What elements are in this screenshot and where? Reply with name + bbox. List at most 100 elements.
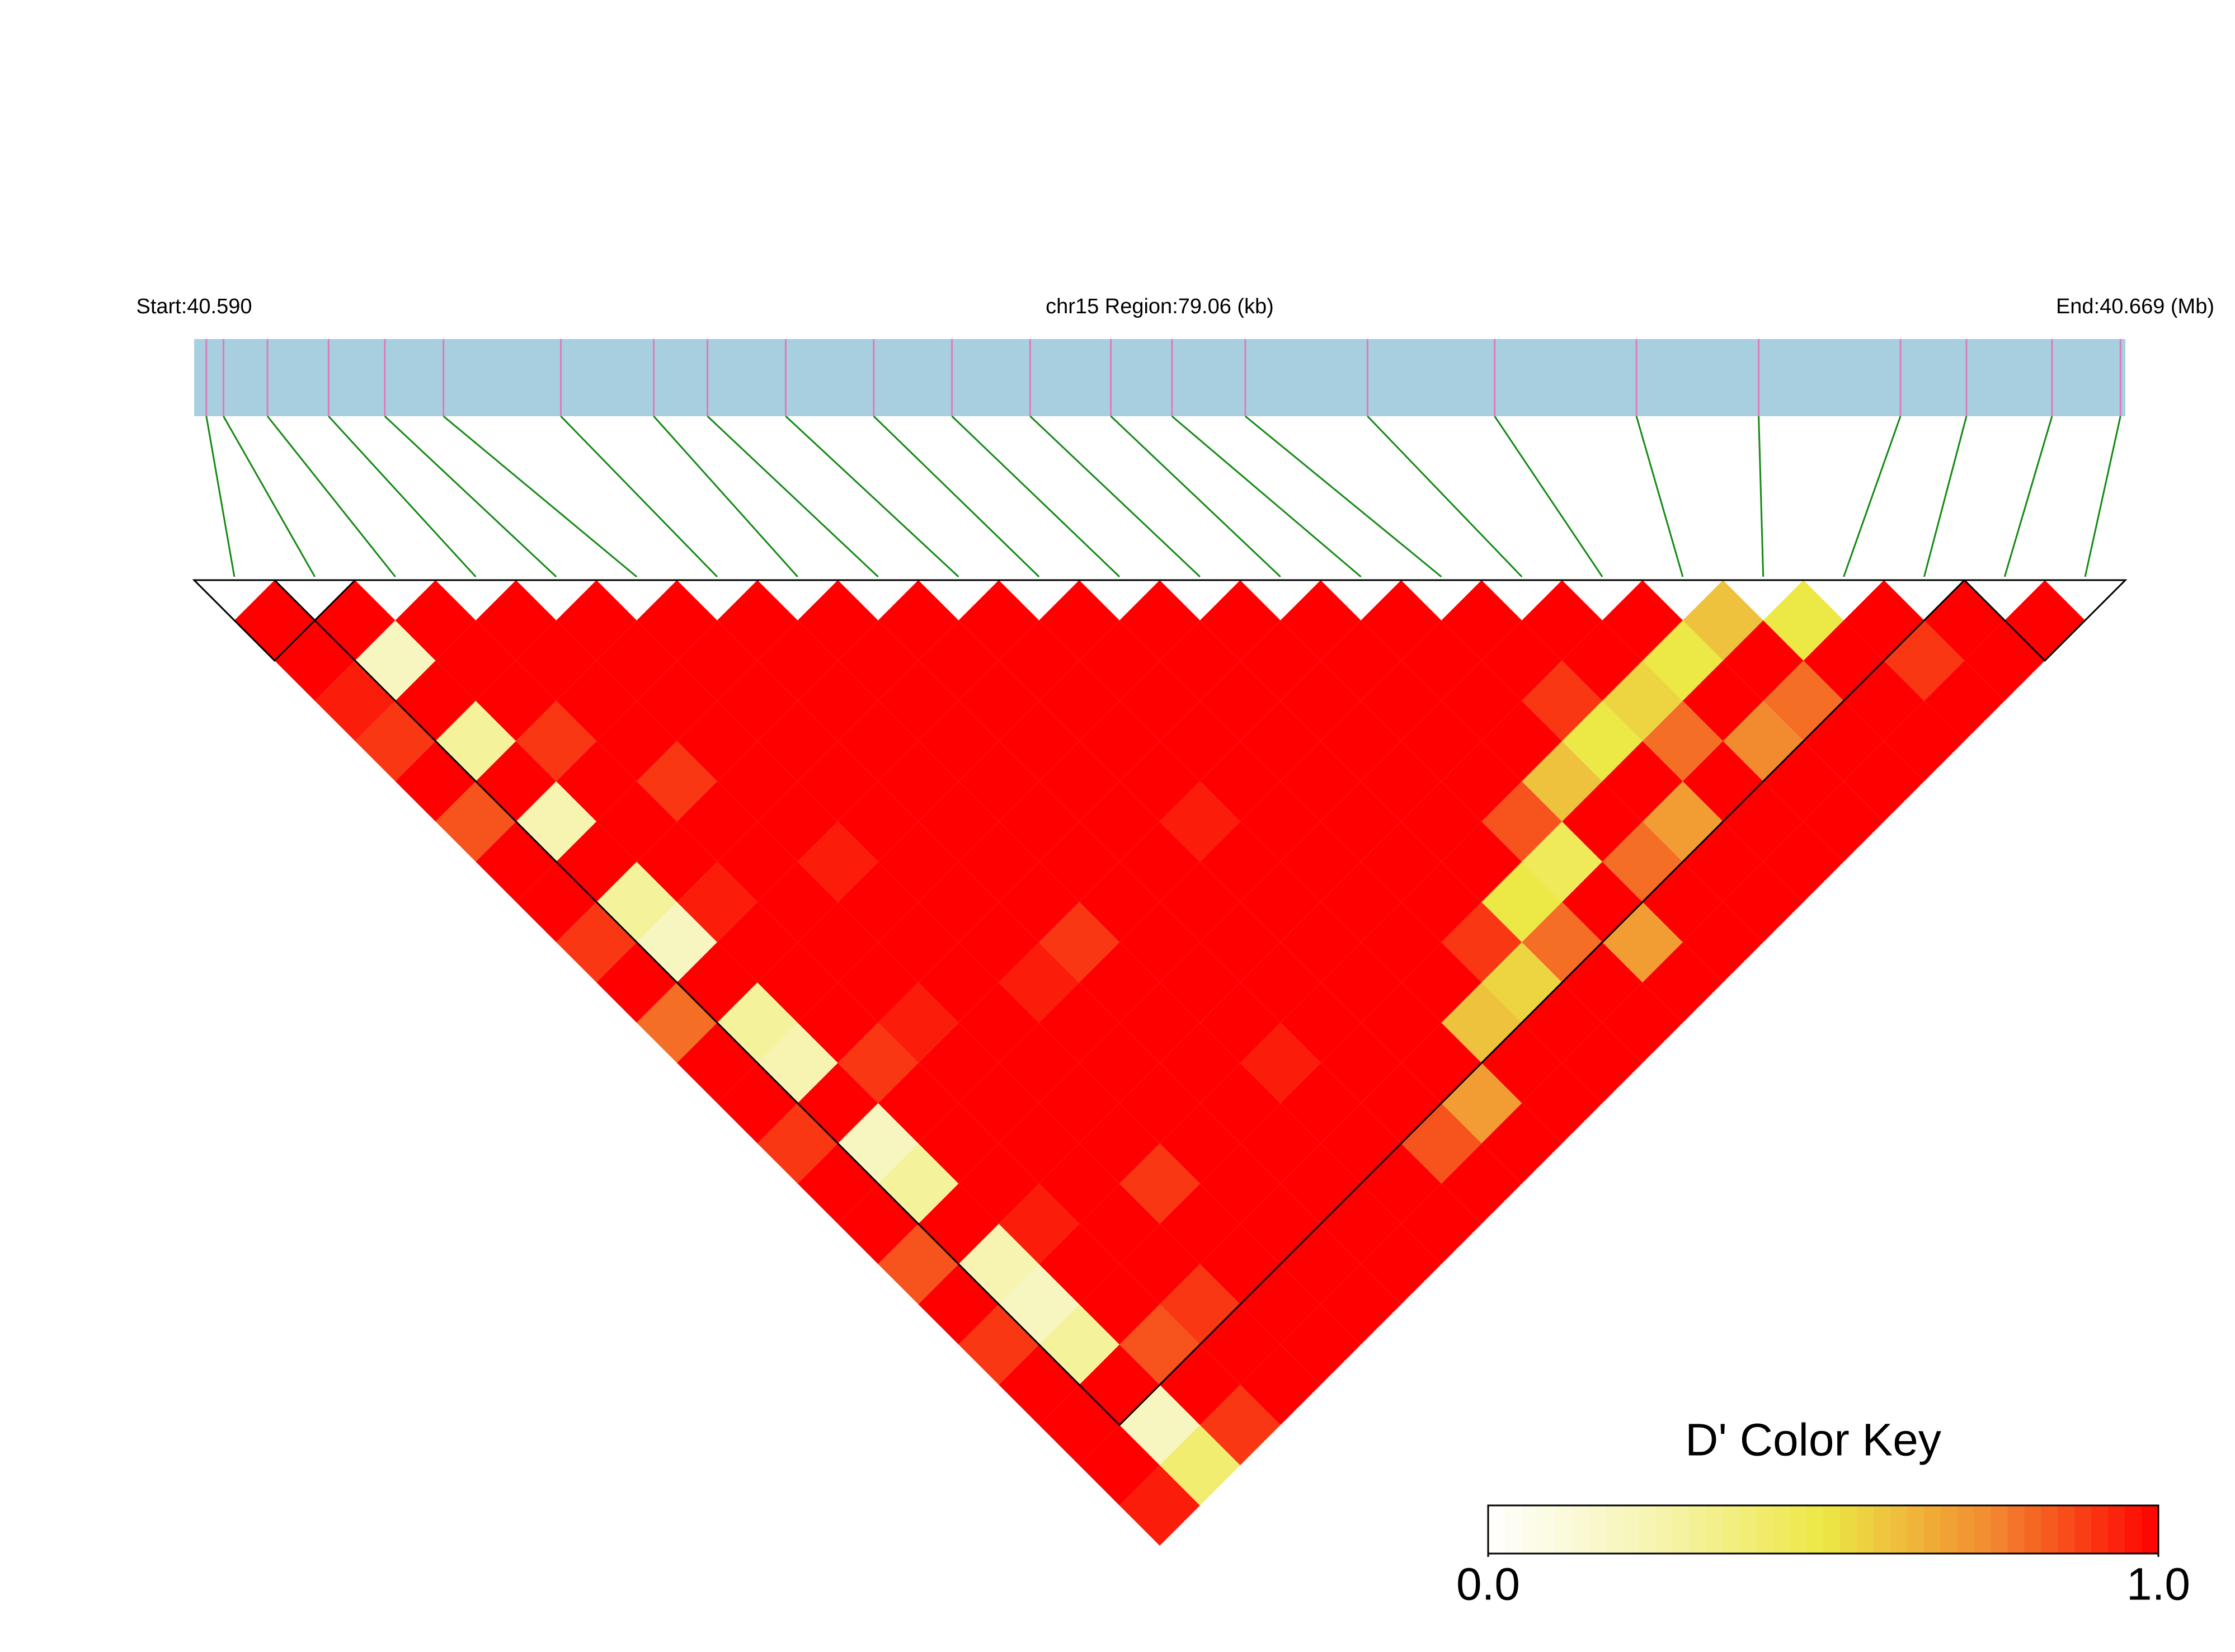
ld-cell bbox=[1079, 1344, 1160, 1425]
ld-cell bbox=[1401, 781, 1482, 862]
key-swatch bbox=[1639, 1505, 1657, 1554]
snp-link bbox=[873, 415, 1040, 578]
ld-cell bbox=[677, 781, 757, 862]
key-swatch bbox=[2091, 1505, 2109, 1554]
ld-cell bbox=[1562, 862, 1643, 943]
ld-cell bbox=[1119, 741, 1200, 822]
key-title: D' Color Key bbox=[1685, 1415, 1941, 1466]
key-swatch bbox=[2024, 1505, 2042, 1554]
snp-link bbox=[1758, 416, 1765, 577]
ld-cell bbox=[1441, 741, 1522, 822]
ld-cell bbox=[958, 1304, 1039, 1385]
snp-link bbox=[443, 415, 638, 578]
snp-link bbox=[1367, 415, 1523, 578]
ld-cell bbox=[717, 580, 798, 661]
ld-cell bbox=[1723, 781, 1804, 862]
ld-cell bbox=[1119, 660, 1200, 741]
ld-cell bbox=[1199, 741, 1281, 822]
ld-cell bbox=[1562, 1023, 1643, 1103]
ld-cell bbox=[1079, 1425, 1160, 1506]
ld-cell bbox=[1119, 580, 1200, 661]
ld-cell bbox=[717, 660, 798, 741]
snp-link bbox=[1171, 415, 1362, 578]
ld-cell bbox=[1723, 862, 1804, 943]
ld-cell bbox=[1119, 902, 1200, 983]
key-swatch bbox=[1538, 1505, 1556, 1554]
key-swatch bbox=[1655, 1505, 1673, 1554]
key-tick-label: 1.0 bbox=[2126, 1559, 2190, 1610]
key-swatch bbox=[1907, 1505, 1925, 1554]
snp-link bbox=[1843, 416, 1902, 577]
ld-cell bbox=[1441, 982, 1522, 1063]
ld-cell bbox=[1602, 902, 1683, 983]
ld-cell bbox=[1803, 781, 1884, 862]
ld-cell bbox=[1481, 781, 1563, 862]
ld-cell bbox=[717, 741, 798, 822]
ld-cell bbox=[999, 1264, 1080, 1345]
ld-cell bbox=[1401, 1183, 1482, 1264]
key-swatch bbox=[1923, 1505, 1941, 1554]
ld-cell bbox=[999, 942, 1080, 1023]
ld-cell bbox=[878, 902, 959, 983]
snp-link bbox=[1029, 415, 1201, 578]
ld-cell bbox=[1079, 1264, 1160, 1345]
ld-cell bbox=[1562, 700, 1643, 782]
ld-cell bbox=[1160, 1264, 1240, 1345]
ld-cell bbox=[1481, 1023, 1563, 1103]
key-swatch bbox=[2125, 1505, 2143, 1554]
key-swatch bbox=[1605, 1505, 1623, 1554]
key-swatch bbox=[1706, 1505, 1724, 1554]
ld-cell bbox=[918, 1023, 999, 1103]
key-swatch bbox=[1488, 1505, 1505, 1554]
snp-link bbox=[1110, 415, 1281, 578]
ld-cell bbox=[1079, 700, 1160, 782]
ld-cell bbox=[1240, 781, 1321, 862]
ld-cell bbox=[1039, 660, 1120, 741]
snp-link bbox=[205, 416, 236, 577]
ld-cell bbox=[958, 1223, 1039, 1305]
ld-cell bbox=[1602, 982, 1683, 1063]
key-swatch bbox=[1991, 1505, 2008, 1554]
ld-cell bbox=[1320, 781, 1401, 862]
ld-cell bbox=[637, 660, 717, 741]
ld-cell bbox=[1682, 902, 1763, 983]
ld-cell bbox=[1441, 902, 1522, 983]
ld-cell bbox=[1160, 1425, 1240, 1506]
ld-cell bbox=[918, 1264, 999, 1345]
ld-cell bbox=[1320, 1103, 1401, 1184]
ld-cell bbox=[1361, 1223, 1442, 1305]
ld-cell bbox=[1119, 1223, 1200, 1305]
snp-link bbox=[266, 416, 396, 577]
ld-cell bbox=[1562, 620, 1643, 701]
ld-cell bbox=[1602, 821, 1683, 902]
key-swatch bbox=[2142, 1505, 2159, 1554]
ld-cell bbox=[1361, 1063, 1442, 1143]
ld-cell bbox=[1039, 902, 1120, 983]
key-swatch bbox=[1806, 1505, 1824, 1554]
ld-cell bbox=[395, 741, 476, 822]
key-swatch bbox=[1521, 1505, 1539, 1554]
key-swatch bbox=[1672, 1505, 1690, 1554]
snp-link bbox=[653, 415, 798, 578]
key-swatch bbox=[1689, 1505, 1707, 1554]
key-swatch bbox=[1940, 1505, 1958, 1554]
ld-cell bbox=[999, 1183, 1080, 1264]
ld-cell bbox=[878, 741, 959, 822]
ld-cell bbox=[1240, 862, 1321, 943]
ld-cell bbox=[1079, 781, 1160, 862]
key-swatch bbox=[1756, 1505, 1774, 1554]
ld-block bbox=[1962, 579, 2128, 662]
ld-cell bbox=[1280, 902, 1361, 983]
ld-cell bbox=[1039, 1143, 1120, 1224]
ld-cell bbox=[596, 781, 677, 862]
ld-cell bbox=[1320, 700, 1401, 782]
ld-cell bbox=[1160, 781, 1240, 862]
ld-cell bbox=[1199, 821, 1281, 902]
key-swatch bbox=[1823, 1505, 1841, 1554]
ld-cell bbox=[1199, 660, 1281, 741]
ld-cell bbox=[516, 620, 597, 701]
key-swatch bbox=[1957, 1505, 1975, 1554]
ld-cell bbox=[1320, 620, 1401, 701]
region-label: chr15 Region:79.06 (kb) bbox=[1046, 295, 1274, 318]
ld-cell bbox=[958, 1143, 1039, 1224]
